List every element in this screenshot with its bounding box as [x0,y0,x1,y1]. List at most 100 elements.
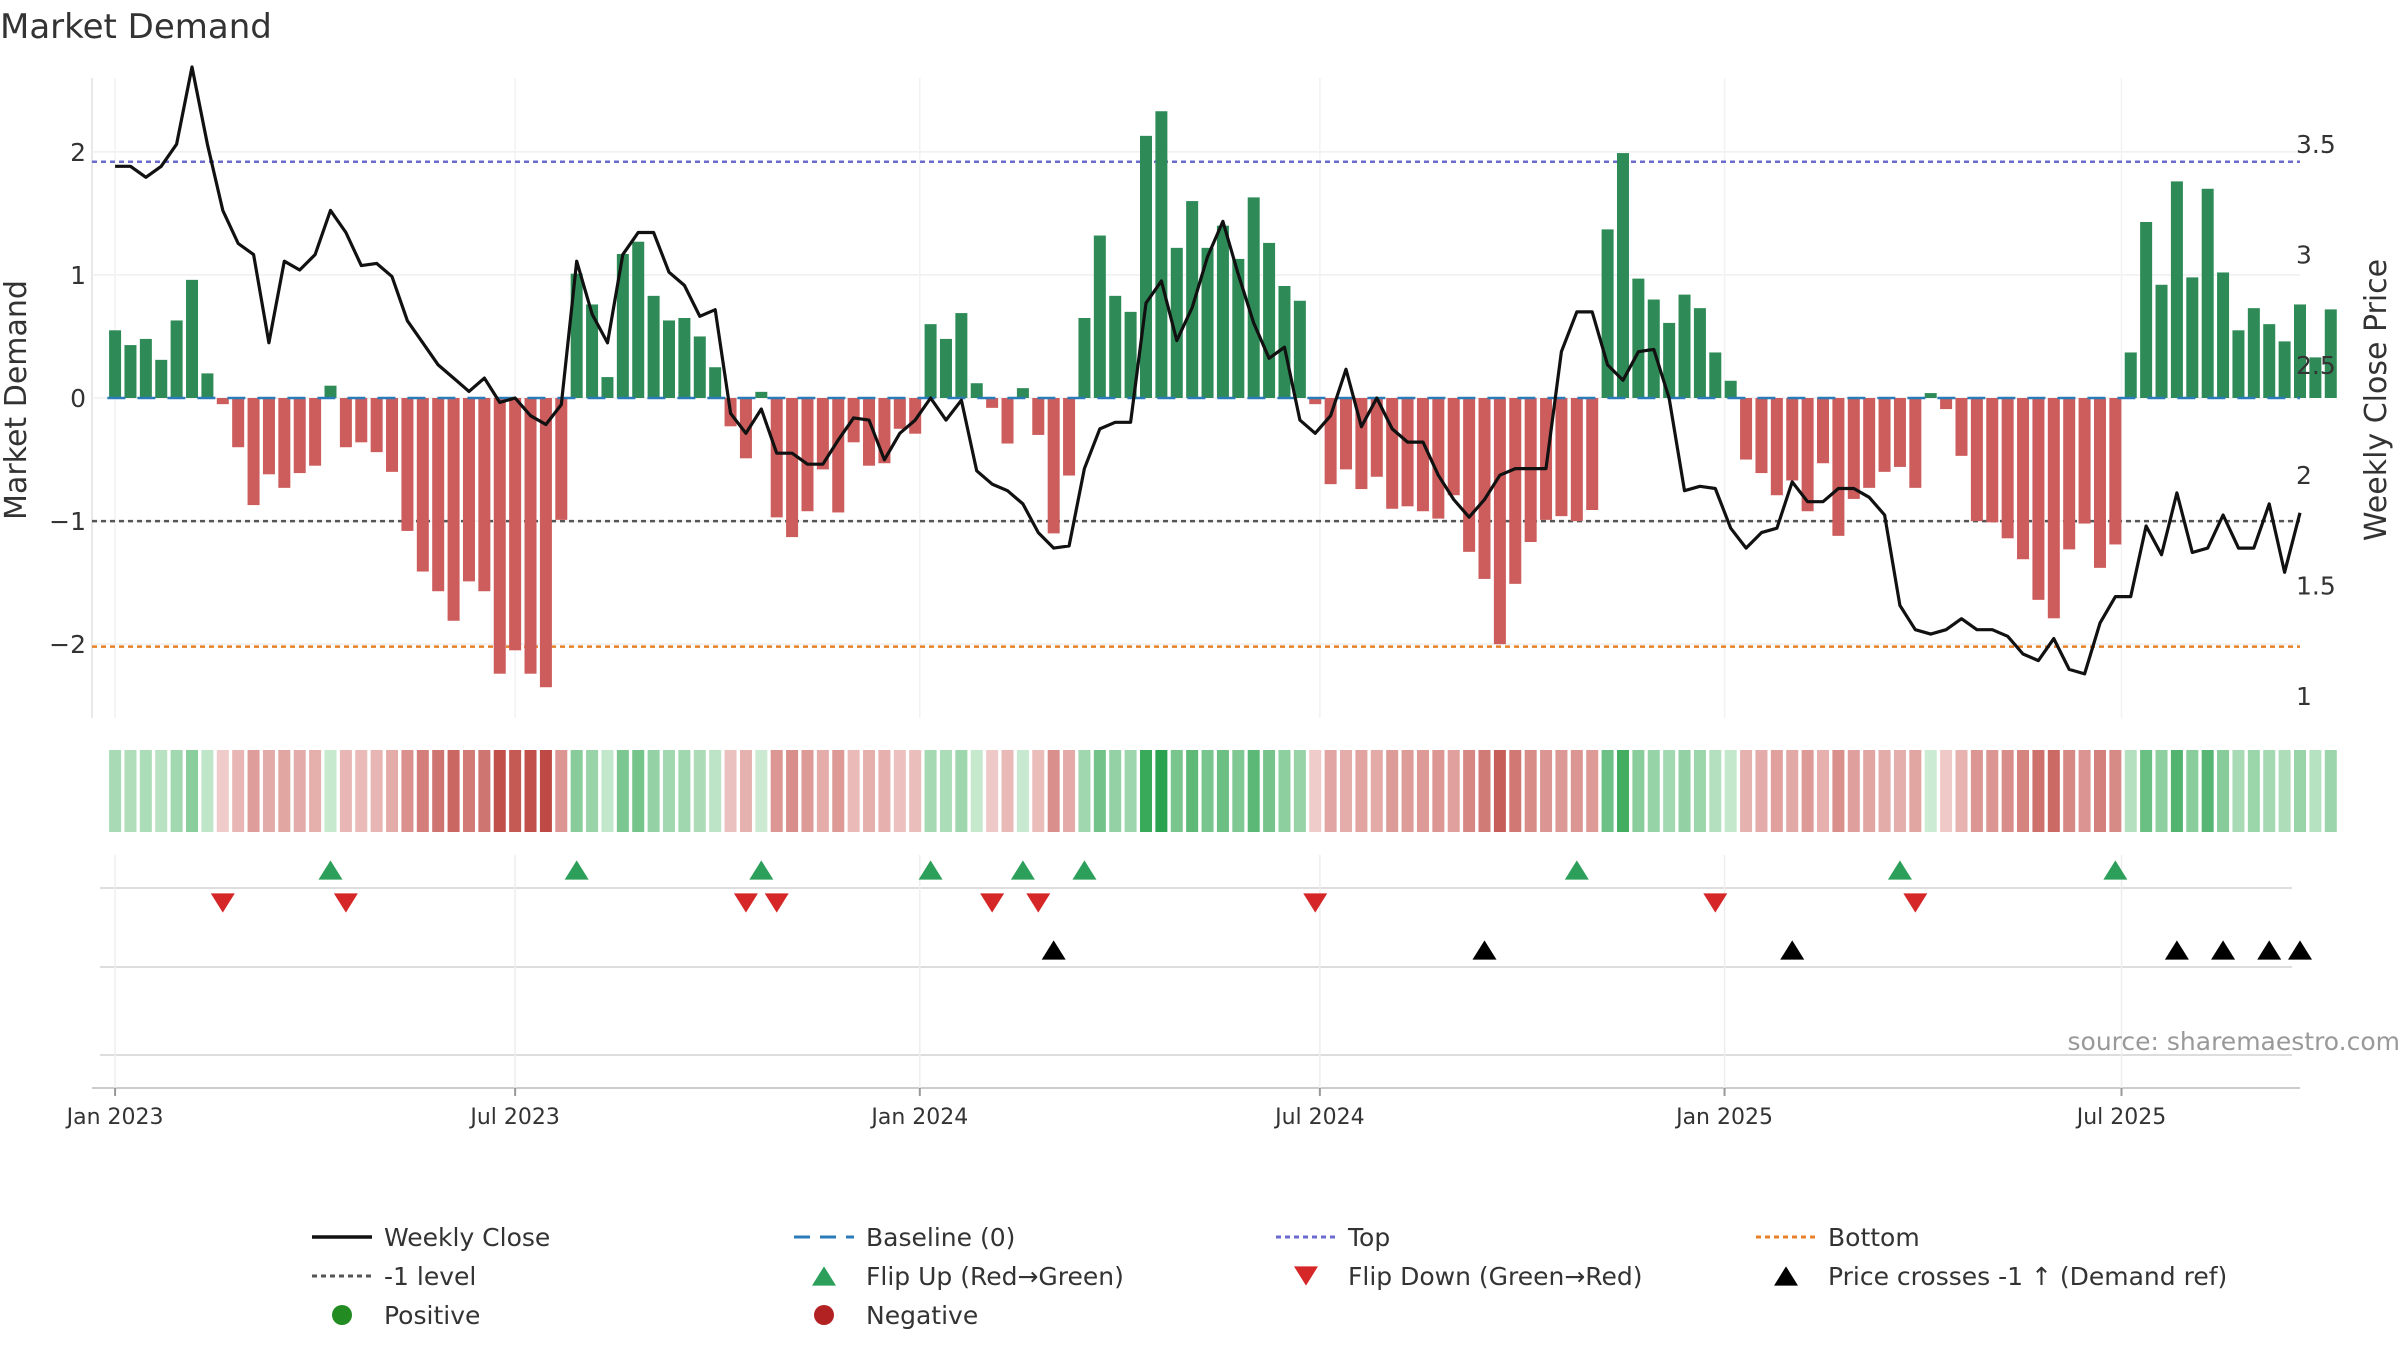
y2-tick-label: 1 [2296,682,2312,711]
demand-bar [647,295,660,398]
heat-cell [1416,750,1429,832]
heat-cell [2217,750,2230,832]
demand-bar [2001,398,2014,539]
demand-bar [878,398,891,464]
heat-cell [2124,750,2137,832]
heat-cell [632,750,645,832]
demand-bar [1047,398,1060,534]
flip-up-marker [1010,860,1035,880]
legend-label: Weekly Close [384,1223,550,1252]
demand-bar [693,336,706,398]
heat-cell [1309,750,1322,832]
chart-title: Market Demand [0,7,272,47]
demand-bar [663,320,676,398]
demand-bar [447,398,460,621]
demand-bar [632,241,645,398]
y-tick-label: −1 [49,507,86,536]
heat-cell [1570,750,1583,832]
demand-bar [1078,318,1091,398]
heat-cell [478,750,491,832]
demand-bar [432,398,445,592]
heat-cell [1109,750,1122,832]
heat-cell [216,750,229,832]
weekly-close-line [115,65,2302,676]
heat-cell [1970,750,1983,832]
demand-bar [355,398,368,443]
demand-bar [1724,380,1737,398]
heat-cell [1447,750,1460,832]
heat-cell [1832,750,1845,832]
demand-bar [324,385,337,398]
x-tick-label: Jan 2025 [1674,1105,1773,1130]
heat-cell [2170,750,2183,832]
demand-bar [709,367,722,398]
heat-cell [432,750,445,832]
flip-down-marker [210,893,235,913]
legend-label: Positive [384,1301,480,1330]
heat-cell [1001,750,1014,832]
demand-bar [2140,222,2153,398]
heat-cell [647,750,660,832]
heat-cell [2078,750,2091,832]
y2-axis-label: Weekly Close Price [2359,259,2394,541]
heat-cell [1370,750,1383,832]
demand-bar [1201,247,1214,398]
demand-bar [970,383,983,398]
heat-cell [1263,750,1276,832]
demand-bar [2278,341,2291,398]
flip-up-marker [318,860,343,880]
heat-cell [170,750,183,832]
heat-cell [462,750,475,832]
heat-cell [124,750,137,832]
legend-item: Flip Up (Red→Green) [812,1262,1124,1291]
legend-label: -1 level [384,1262,476,1291]
heat-cell [724,750,737,832]
heat-cell [232,750,245,832]
x-axis-ticks: Jan 2023 Jul 2023 Jan 2024 Jul 2024 Jan 2025… [65,1088,2166,1130]
heat-cell [1755,750,1768,832]
demand-bar [616,254,629,398]
heat-cell [2293,750,2307,832]
heat-cell [2017,750,2030,832]
legend-label: Price crosses -1 ↑ (Demand ref) [1828,1262,2227,1291]
flip-down-marker [1903,893,1928,913]
y2-tick-label: 2 [2296,461,2312,490]
demand-bar [1401,398,1414,507]
demand-bar [1293,300,1306,398]
legend-item: Price crosses -1 ↑ (Demand ref) [1774,1262,2227,1291]
heat-cell [832,750,845,832]
demand-heat-strip [109,750,2337,832]
demand-bar [755,391,768,398]
heat-cell [1801,750,1814,832]
demand-bar [1555,398,1568,517]
heat-cell [1386,750,1399,832]
x-tick-label: Jul 2024 [1273,1105,1365,1130]
flip-up-marker [918,860,943,880]
demand-bar [1709,352,1722,398]
demand-bar [1924,393,1937,398]
heat-cell [2186,750,2199,832]
demand-bar [2170,181,2183,398]
heat-cell [1878,750,1891,832]
heat-cell [570,750,583,832]
demand-bar [786,398,799,538]
demand-bar [739,398,752,459]
heat-cell [2263,750,2276,832]
y-tick-label: 2 [70,138,86,167]
demand-bar [1970,398,1983,522]
demand-bar [1139,135,1152,398]
heat-cell [601,750,614,832]
demand-bar [201,373,214,398]
heat-cell [1709,750,1722,832]
demand-bar [2093,398,2106,568]
legend-item: Negative [814,1301,978,1330]
heat-cell [447,750,460,832]
heat-cell [509,750,522,832]
heat-cell [893,750,906,832]
demand-bar [2186,277,2199,398]
demand-bar [2247,308,2260,398]
heat-cell [1863,750,1876,832]
heat-cell [1540,750,1553,832]
demand-bar [1386,398,1399,509]
